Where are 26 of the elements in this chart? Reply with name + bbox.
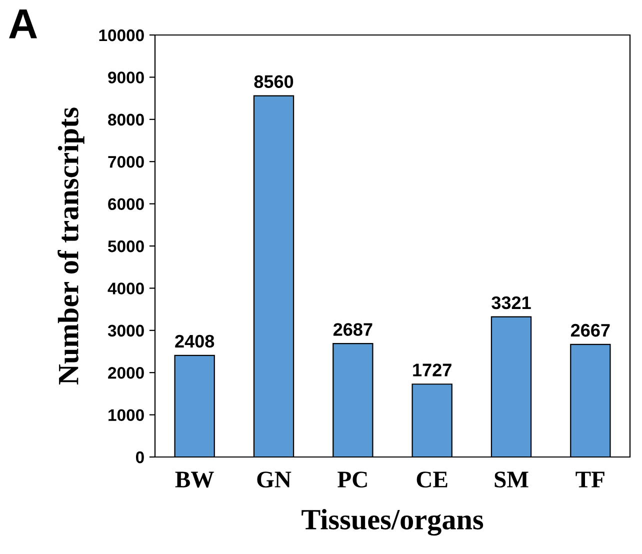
data-label: 3321 bbox=[492, 296, 531, 310]
y-tick-label: 2000 bbox=[108, 367, 144, 379]
y-tick-label: 0 bbox=[136, 451, 144, 464]
y-tick-label: 6000 bbox=[108, 198, 144, 210]
data-label: 8560 bbox=[254, 75, 294, 88]
x-tick-label: BW bbox=[175, 472, 214, 488]
y-tick-label: 5000 bbox=[108, 240, 144, 252]
x-tick-label: TF bbox=[576, 472, 604, 488]
data-label: 1727 bbox=[413, 364, 452, 376]
y-tick-label: 1000 bbox=[108, 409, 144, 422]
data-label: 2408 bbox=[175, 334, 214, 348]
x-tick-label: PC bbox=[338, 472, 367, 488]
text: A bbox=[9, 10, 37, 38]
y-tick-label: 9000 bbox=[108, 72, 144, 84]
y-tick-label: 4000 bbox=[108, 282, 144, 294]
y-axis-title: Number of transcripts bbox=[58, 108, 84, 385]
x-tick-label: GN bbox=[257, 472, 292, 488]
x-axis-title: Tissues/organs bbox=[302, 508, 484, 536]
data-label: 2687 bbox=[333, 323, 372, 336]
y-tick-label: 8000 bbox=[108, 114, 144, 126]
y-tick-label: 10000 bbox=[99, 29, 144, 42]
y-tick-label: 3000 bbox=[108, 324, 144, 337]
y-tick-label: 7000 bbox=[108, 156, 144, 168]
x-tick-label: SM bbox=[494, 472, 528, 488]
data-label: 2667 bbox=[570, 324, 610, 337]
x-tick-label: CE bbox=[416, 472, 448, 488]
